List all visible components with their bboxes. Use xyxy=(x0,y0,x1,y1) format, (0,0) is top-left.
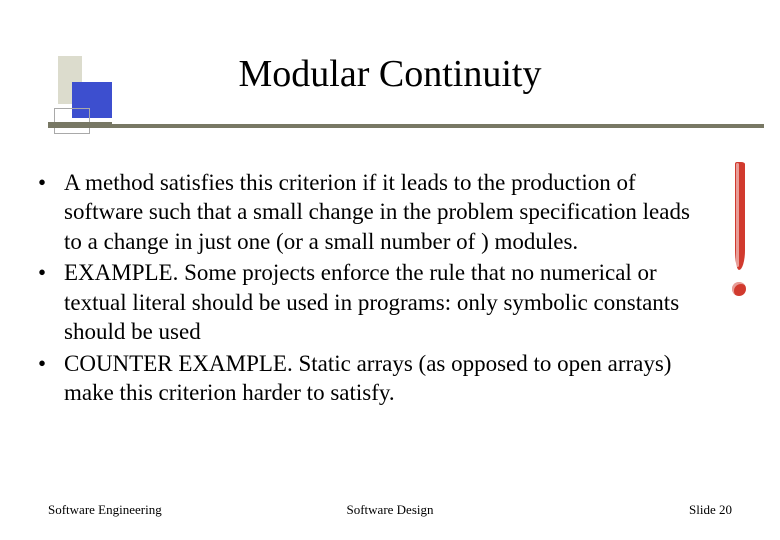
bullet-item: A method satisfies this criterion if it … xyxy=(36,168,706,256)
title-area: Modular Continuity xyxy=(48,40,732,150)
title-decor-outline xyxy=(54,108,90,134)
bullet-item: COUNTER EXAMPLE. Static arrays (as oppos… xyxy=(36,349,706,408)
slide: Modular Continuity A method satisfies th… xyxy=(0,0,780,540)
bullet-list: A method satisfies this criterion if it … xyxy=(36,168,706,408)
footer-left: Software Engineering xyxy=(48,502,162,518)
title-underline xyxy=(48,124,764,128)
footer-right: Slide 20 xyxy=(689,502,732,518)
body-area: A method satisfies this criterion if it … xyxy=(36,168,706,410)
footer: Software Engineering Software Design Sli… xyxy=(48,502,732,518)
exclamation-icon xyxy=(726,160,754,308)
bullet-item: EXAMPLE. Some projects enforce the rule … xyxy=(36,258,706,346)
slide-title: Modular Continuity xyxy=(48,52,732,96)
